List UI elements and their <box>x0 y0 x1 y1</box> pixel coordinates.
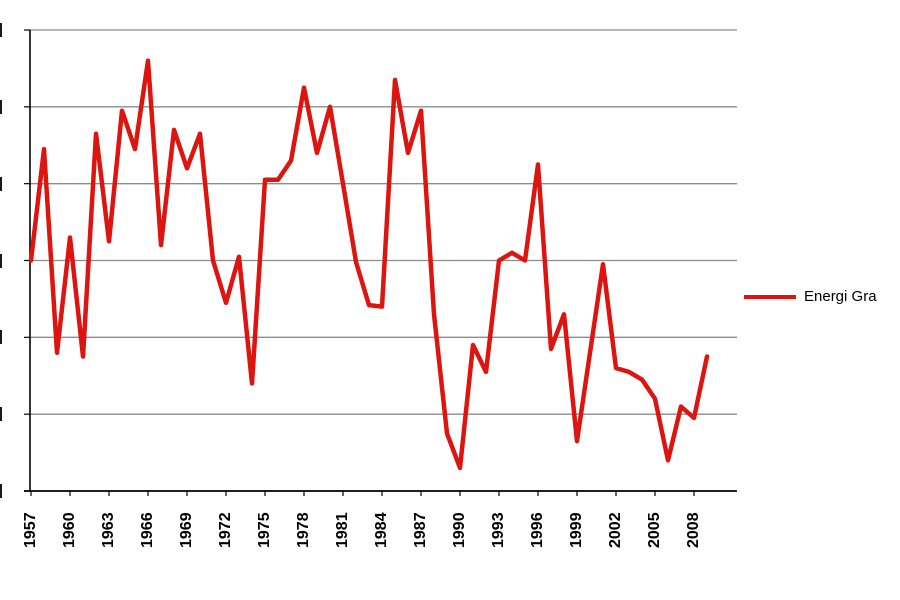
x-tick-label: 1999 <box>568 512 585 548</box>
x-tick-label: 1957 <box>22 512 39 548</box>
x-tick-label: 1996 <box>529 512 546 548</box>
legend-line-sample-icon <box>744 294 796 299</box>
cropped-y-label-fragment <box>0 23 2 37</box>
cropped-y-label-fragment <box>0 99 2 114</box>
cropped-y-label-fragment <box>0 330 2 345</box>
cropped-y-label-fragment <box>0 176 2 191</box>
legend-series-label: Energi Gra <box>804 288 877 305</box>
series-line-energi <box>28 58 710 471</box>
x-tick-label: 1960 <box>61 512 78 548</box>
cropped-y-label-fragment <box>0 253 2 268</box>
x-tick-label: 2008 <box>685 512 702 548</box>
x-tick-label: 1969 <box>178 512 195 548</box>
x-tick-label: 1966 <box>139 512 156 548</box>
x-tick-label: 2002 <box>607 512 624 548</box>
x-tick-label: 1987 <box>412 512 429 548</box>
x-tick-label: 1978 <box>295 512 312 548</box>
x-tick-label: 1990 <box>451 512 468 548</box>
x-tick-label: 1963 <box>100 512 117 548</box>
x-tick-label: 1975 <box>256 512 273 548</box>
cropped-y-label-fragment <box>0 484 2 498</box>
x-tick-label: 1984 <box>373 512 390 548</box>
x-tick-label: 2005 <box>646 512 663 548</box>
x-tick-label: 1993 <box>490 512 507 548</box>
x-tick-label: 1981 <box>334 512 351 548</box>
legend: Energi Gra <box>744 288 877 305</box>
cropped-y-label-fragment <box>0 407 2 422</box>
x-tick-label: 1972 <box>217 512 234 548</box>
